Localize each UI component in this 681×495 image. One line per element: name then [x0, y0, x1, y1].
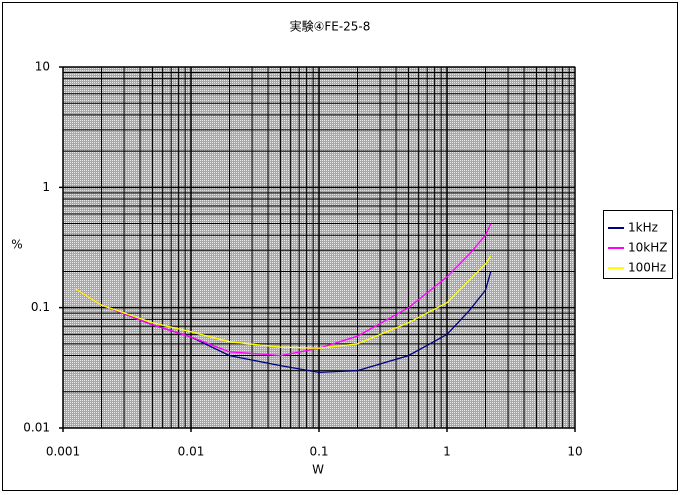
x-tick-label: 0.1 — [309, 445, 328, 459]
x-axis-label: W — [312, 463, 324, 477]
y-tick-label: 10 — [35, 60, 50, 74]
data-line — [74, 255, 492, 349]
chart-title: 実験④FE-25-8 — [290, 19, 371, 34]
legend-label: 10kHZ — [628, 241, 667, 255]
y-tick-label: 0.1 — [31, 300, 50, 314]
legend-label: 1kHz — [628, 221, 658, 235]
y-axis-label: % — [11, 238, 22, 252]
legend-label: 100Hz — [628, 261, 666, 275]
x-tick-label: 1 — [443, 445, 451, 459]
y-tick-label: 1 — [42, 180, 50, 194]
x-tick-label: 10 — [567, 445, 582, 459]
plot-frame — [62, 66, 576, 429]
y-tick-label: 0.01 — [23, 421, 50, 435]
x-tick-label: 0.001 — [46, 445, 80, 459]
x-tick-label: 0.01 — [178, 445, 205, 459]
